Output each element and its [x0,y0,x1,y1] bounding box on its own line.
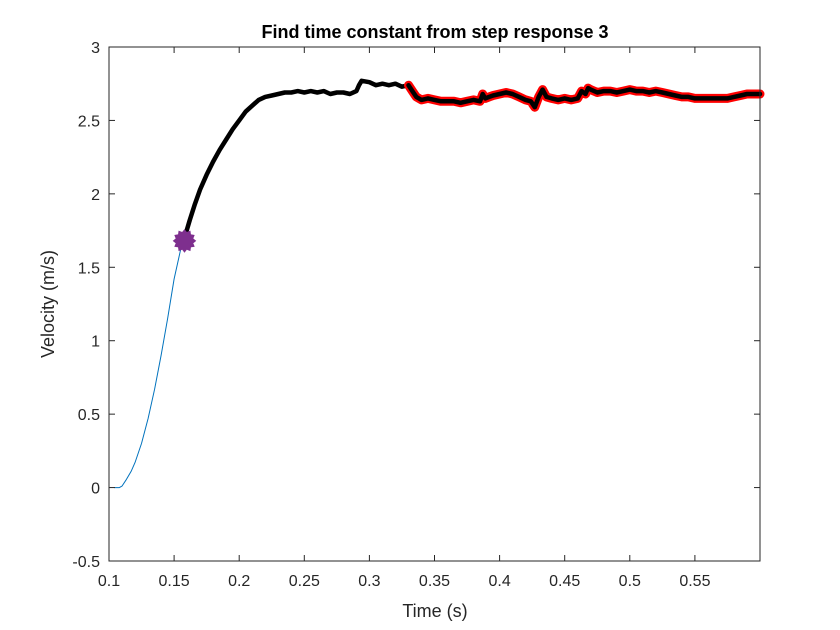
chart-title: Find time constant from step response 3 [261,22,608,42]
x-tick-label: 0.5 [619,573,641,590]
y-tick-label: -0.5 [72,554,100,571]
y-tick-label: 2 [91,187,100,204]
x-tick-label: 0.45 [549,573,580,590]
x-tick-label: 0.4 [488,573,510,590]
y-tick-label: 3 [91,40,100,57]
y-tick-label: 0.5 [78,407,100,424]
x-axis-label: Time (s) [402,601,467,621]
y-axis-label: Velocity (m/s) [38,250,58,358]
x-tick-label: 0.3 [358,573,380,590]
x-tick-label: 0.55 [679,573,710,590]
series-layer [113,78,765,489]
y-tick-label: 1.5 [78,260,100,277]
series-full-response-line [113,237,185,489]
series-full-response [113,237,185,489]
y-axis-ticks: -0.5 0 0.5 1 1.5 2 2.5 3 [72,40,760,571]
time-constant-marker [172,229,197,253]
y-tick-label: 1 [91,334,100,351]
series-steady-state-line [406,82,763,110]
axes-background [109,47,760,561]
y-tick-label: 2.5 [78,113,100,130]
x-tick-label: 0.15 [159,573,190,590]
series-steady-state [404,80,765,112]
series-fit-window-line [182,78,411,241]
marker-layer [172,229,197,253]
y-tick-label: 0 [91,481,100,498]
time-constant-marker-shape [172,229,197,253]
x-tick-label: 0.2 [228,573,250,590]
x-tick-label: 0.35 [419,573,450,590]
series-fit-window [182,78,411,241]
x-tick-label: 0.1 [98,573,120,590]
x-axis-ticks: 0.1 0.15 0.2 0.25 0.3 0.35 0.4 0.45 0.5 0.55 [98,47,711,590]
x-tick-label: 0.25 [289,573,320,590]
